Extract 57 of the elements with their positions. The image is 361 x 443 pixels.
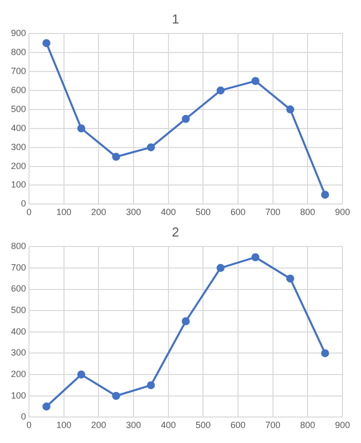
x-tick-label: 300 [126, 207, 142, 218]
point [216, 86, 225, 94]
y-tick-label: 100 [10, 390, 26, 400]
x-tick-label: 500 [196, 207, 211, 218]
point [42, 402, 50, 411]
y-tick-label: 500 [10, 104, 26, 114]
chart-title: 2 [172, 224, 180, 240]
x-tick-label: 700 [265, 420, 280, 430]
point [112, 152, 120, 161]
y-tick-label: 900 [10, 28, 26, 38]
y-tick-label: 300 [10, 348, 26, 358]
point [77, 370, 86, 379]
x-tick-label: 200 [91, 420, 106, 430]
x-tick-label: 400 [160, 207, 176, 218]
y-tick-label: 400 [10, 122, 26, 133]
y-tick-label: 0 [21, 412, 26, 422]
x-tick-label: 500 [196, 420, 211, 430]
point [182, 317, 190, 326]
point [216, 264, 225, 272]
y-tick-label: 800 [10, 241, 26, 252]
x-tick-label: 700 [265, 207, 280, 218]
y-tick-label: 200 [10, 160, 26, 171]
y-tick-label: 400 [10, 326, 26, 336]
y-tick-label: 600 [10, 84, 26, 95]
y-tick-label: 500 [10, 305, 26, 316]
x-tick-label: 600 [230, 420, 246, 430]
point [182, 114, 190, 123]
point [42, 39, 50, 48]
y-tick-label: 0 [21, 198, 26, 209]
x-tick-label: 100 [56, 420, 72, 430]
point [251, 253, 260, 262]
x-tick-label: 200 [91, 207, 106, 218]
point [251, 76, 260, 85]
y-tick-label: 700 [10, 262, 26, 272]
x-tick-label: 400 [160, 420, 176, 430]
x-tick-label: 900 [334, 420, 350, 430]
point [321, 190, 330, 199]
point [286, 105, 294, 114]
point [146, 143, 155, 152]
x-tick-label: 800 [300, 207, 316, 218]
x-tick-label: 600 [230, 207, 246, 218]
chart-title: 1 [172, 11, 180, 26]
point [112, 392, 120, 400]
y-tick-label: 200 [10, 369, 26, 380]
point [146, 381, 155, 390]
point [77, 124, 86, 132]
x-tick-label: 300 [126, 420, 142, 430]
y-tick-label: 600 [10, 284, 26, 294]
y-tick-label: 800 [10, 47, 26, 58]
y-tick-label: 700 [10, 66, 26, 76]
point [286, 274, 294, 283]
x-tick-label: 800 [300, 420, 316, 430]
point [321, 349, 330, 358]
y-tick-label: 300 [10, 142, 26, 152]
x-tick-label: 100 [56, 207, 72, 218]
x-tick-label: 900 [334, 207, 350, 218]
y-tick-label: 100 [10, 180, 26, 190]
